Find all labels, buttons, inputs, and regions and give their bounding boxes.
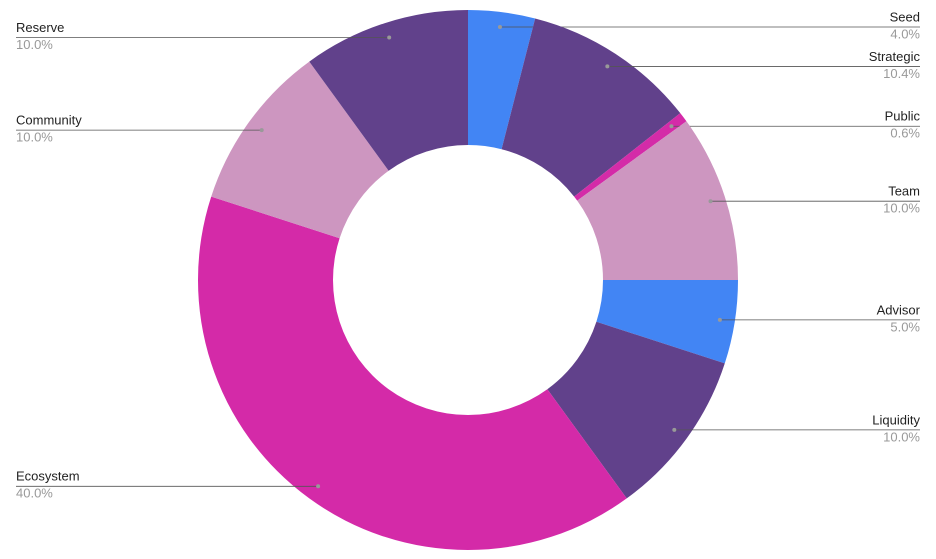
- label-value: 10.4%: [883, 66, 920, 81]
- slice: [468, 10, 536, 150]
- label-value: 4.0%: [890, 26, 920, 41]
- slice: [211, 61, 389, 239]
- label-value: 5.0%: [890, 319, 920, 334]
- leader-dot: [259, 128, 264, 133]
- label-value: 10.0%: [883, 201, 920, 216]
- leader-dot: [717, 317, 722, 322]
- label-value: 10.0%: [16, 130, 53, 145]
- label-name: Advisor: [877, 302, 921, 317]
- slice: [309, 10, 468, 171]
- label-value: 10.0%: [883, 429, 920, 444]
- label-name: Reserve: [16, 20, 64, 35]
- leader-dot: [672, 427, 677, 432]
- label-name: Seed: [890, 9, 920, 24]
- leader-dot: [605, 64, 610, 69]
- label-value: 10.0%: [16, 37, 53, 52]
- label-name: Public: [885, 109, 921, 124]
- label-value: 0.6%: [890, 126, 920, 141]
- label-value: 40.0%: [16, 486, 53, 501]
- leader-dot: [669, 124, 674, 129]
- leader-dot: [387, 35, 392, 40]
- slice: [197, 196, 627, 550]
- slice: [574, 113, 687, 201]
- label-name: Ecosystem: [16, 469, 80, 484]
- slice: [501, 18, 681, 197]
- slice: [547, 321, 725, 499]
- label-name: Team: [888, 184, 920, 199]
- leader-dot: [497, 25, 502, 30]
- slice: [596, 280, 738, 364]
- leader-dot: [708, 199, 713, 204]
- label-name: Liquidity: [872, 412, 920, 427]
- label-name: Community: [16, 113, 82, 128]
- slice: [577, 121, 738, 281]
- label-name: Strategic: [869, 49, 921, 64]
- leader-dot: [316, 484, 321, 489]
